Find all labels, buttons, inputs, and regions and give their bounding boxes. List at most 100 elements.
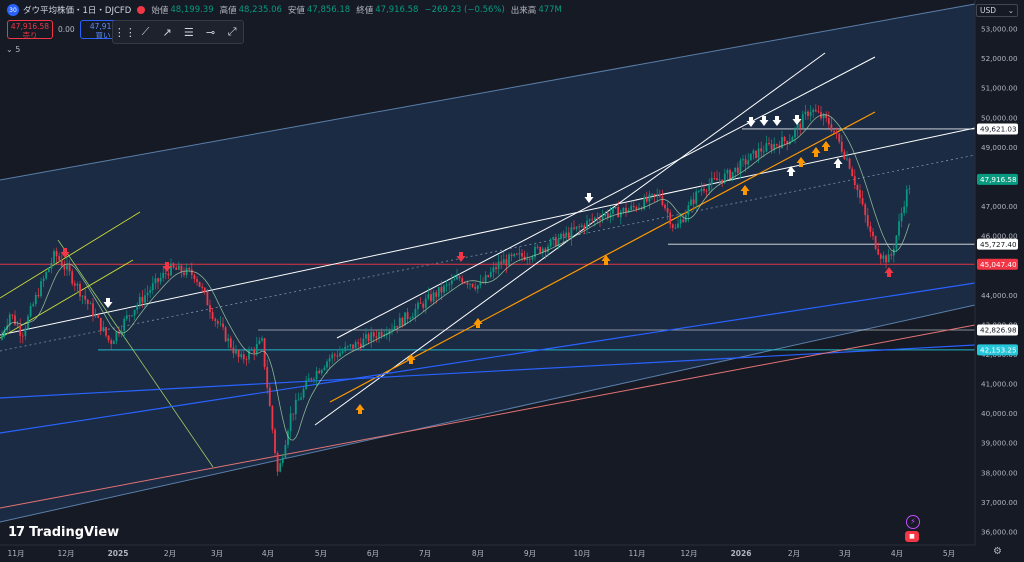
candle-body (11, 314, 14, 316)
candle-body (258, 340, 261, 344)
price-level-label: 47,916.58 (980, 175, 1017, 184)
candle-body (60, 260, 63, 267)
candle-body (310, 378, 313, 380)
candle-body (352, 344, 354, 349)
candle-body (344, 346, 347, 352)
open-value: 48,199.39 (170, 5, 214, 15)
candle-body (237, 350, 240, 358)
currency-selector[interactable]: USD ⌄ (976, 4, 1018, 17)
candle-body (68, 265, 71, 272)
sell-button[interactable]: 47,916.58 売り (7, 20, 53, 40)
candle-body (47, 268, 50, 273)
bottom-signal-arrow-icon (833, 158, 843, 168)
price-level-tag (977, 258, 1018, 270)
candle-body (318, 370, 321, 374)
candle-body (404, 312, 406, 326)
sell-signal-arrow-icon (456, 252, 466, 262)
candle-body (885, 255, 887, 263)
candle-body (497, 261, 500, 270)
candle-body (123, 318, 126, 332)
candle-body (138, 296, 141, 306)
candle-body (73, 283, 76, 286)
candle-body (505, 259, 508, 266)
candle-body (591, 219, 594, 221)
gear-icon[interactable]: ⚙ (993, 546, 1002, 557)
candle-body (812, 109, 815, 113)
candle-body (66, 265, 68, 270)
candle-body (768, 143, 770, 145)
x-tick-label: 4月 (262, 549, 274, 558)
candle-body (838, 133, 841, 142)
candle-body (409, 318, 412, 320)
candle-body (175, 267, 178, 270)
tradingview-logo[interactable]: 17 TradingView (8, 525, 119, 540)
candle-body (120, 331, 123, 334)
candle-body (157, 278, 159, 282)
candle-body (799, 123, 802, 128)
candle-body (578, 226, 581, 228)
candle-body (648, 194, 651, 202)
candle-body (159, 277, 162, 282)
candle-body (437, 287, 440, 297)
candle-body (466, 282, 469, 285)
candle-body (882, 255, 885, 259)
candle-body (63, 266, 66, 270)
drag-handle-icon[interactable]: ⋮⋮ (113, 25, 136, 39)
y-tick-label: 46,000.00 (981, 232, 1018, 241)
support-trend-line (0, 127, 976, 336)
currency-label: USD (980, 6, 997, 15)
symbol-title[interactable]: ダウ平均株価・1日・DJCFD (23, 6, 132, 16)
candle-body (687, 205, 690, 216)
spread-value: 0.00 (58, 25, 75, 34)
candle-body (809, 112, 812, 116)
channel-band (0, 4, 975, 522)
candle-body (825, 114, 828, 118)
candle-body (292, 413, 295, 415)
candle-body (534, 246, 536, 257)
candle-body (487, 275, 490, 277)
candle-body (427, 294, 430, 299)
candle-body (261, 338, 263, 341)
candle-body (253, 349, 256, 353)
candle-body (185, 268, 188, 275)
candle-body (851, 168, 854, 177)
horizontal-ray-tool-icon[interactable]: ⊸ (205, 25, 216, 39)
candle-body (362, 338, 365, 348)
candle-body (617, 206, 620, 218)
candle-body (669, 212, 672, 225)
candle-body (102, 327, 105, 332)
trend-line-tool-icon[interactable]: ⟋ (141, 25, 150, 38)
candle-body (268, 387, 271, 407)
candle-body (549, 239, 552, 247)
candle-body (154, 278, 157, 284)
ray-tool-icon[interactable]: ⤢ (227, 25, 237, 38)
indicator-toggle[interactable]: ⌄ 5 (6, 45, 21, 54)
candle-body (110, 340, 113, 344)
chart-header: 30 ダウ平均株価・1日・DJCFD 始値 48,199.39 高値 48,235.… (0, 0, 568, 20)
path-tool-icon[interactable]: ↗ (162, 25, 172, 39)
candle-body (807, 111, 809, 116)
volume-unit: M (554, 5, 562, 15)
candle-body (331, 354, 334, 359)
candle-body (349, 344, 352, 347)
us-flag-event-icon[interactable]: ■ (905, 531, 919, 542)
tradingview-mark-icon: 17 (8, 525, 25, 540)
candle-body (515, 253, 518, 255)
candle-body (128, 315, 131, 317)
candle-body (71, 271, 74, 284)
y-tick-label: 41,000.00 (981, 380, 1018, 389)
candle-body (547, 246, 549, 252)
top-signal-arrow-icon (792, 115, 802, 125)
candle-body (783, 137, 786, 141)
lightning-event-icon[interactable]: ⚡ (906, 515, 920, 529)
x-tick-label: 12月 (680, 549, 697, 558)
parallel-channel-tool-icon[interactable]: ☰ (183, 25, 194, 39)
candle-body (747, 160, 750, 165)
price-level-label: 45,727.40 (980, 240, 1017, 249)
candle-body (666, 208, 669, 213)
market-status-icon (137, 6, 146, 14)
candle-body (661, 196, 664, 205)
candle-body (752, 150, 755, 154)
x-tick-label: 2025 (108, 549, 129, 558)
